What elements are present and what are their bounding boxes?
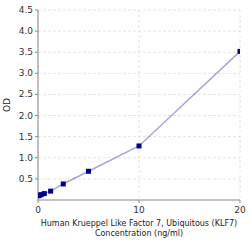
grid [38,10,240,200]
tick-label-x: 20 [234,205,246,215]
x-axis-label-line: Concentration (ng/ml) [95,229,183,238]
tick-label-y: 4.0 [19,26,34,36]
tick-label-x: 10 [133,205,145,215]
tick-label-y: 1.5 [19,132,33,142]
axis-line-y [38,10,39,200]
axis-line-x [38,200,240,201]
grid-line-y [38,94,240,95]
data-point [137,143,142,148]
tick-label-y: 4.5 [19,5,33,15]
tick-label-y: 1.0 [19,153,34,163]
data-point [48,189,53,194]
data-point [61,181,66,186]
chart-container: 0.5 1.0 1.5 2.0 2.5 3.0 3.5 4.0 4.5 0 10 20 Human Kr… [0,0,250,250]
axes: 0.5 1.0 1.5 2.0 2.5 3.0 3.5 4.0 4.5 0 10 20 [19,5,246,215]
x-axis-label-line: Human Krueppel Like Factor 7, Ubiquitous… [41,219,237,228]
data-point [86,169,91,174]
grid-line-x [240,10,241,200]
grid-line-x [139,10,140,200]
data-point [238,49,241,54]
data-line [38,51,240,195]
tick-label-y: 2.0 [19,111,34,121]
grid-line-x [38,10,39,200]
grid-line-y [38,178,240,179]
tick-label-y: 0.5 [19,174,33,184]
tick-label-y: 2.5 [19,89,33,99]
chart-svg: 0.5 1.0 1.5 2.0 2.5 3.0 3.5 4.0 4.5 0 10 20 Human Kr… [0,0,250,250]
tick-label-y: 3.0 [19,68,34,78]
x-axis-label: Human Krueppel Like Factor 7, Ubiquitous… [41,219,237,238]
data-point [42,191,47,196]
y-axis-label: OD [2,98,12,112]
plot-area [38,49,240,198]
tick-label-x: 0 [35,205,41,215]
tick-label-y: 3.5 [19,47,33,57]
